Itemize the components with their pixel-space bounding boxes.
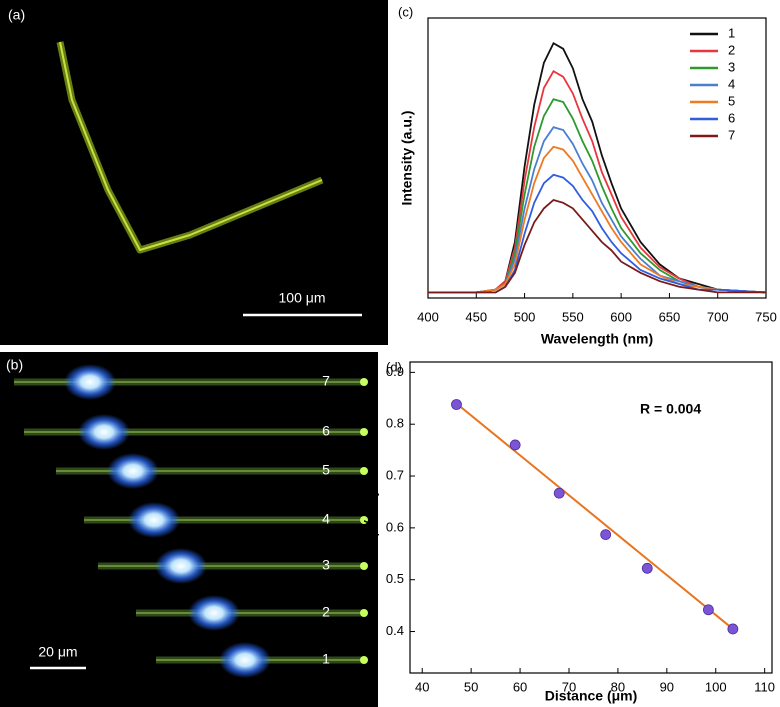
spectrum-line xyxy=(428,145,767,294)
legend-label: 6 xyxy=(728,110,735,125)
x-tick-label: 750 xyxy=(755,309,777,324)
emission-spot xyxy=(107,453,159,489)
fiber-tip xyxy=(360,562,368,570)
y-axis-title-part: tip xyxy=(369,529,380,541)
fiber-tip xyxy=(360,656,368,664)
spectrum-line xyxy=(428,69,767,294)
legend-label: 7 xyxy=(728,127,735,142)
fiber-label: 5 xyxy=(322,462,330,478)
legend-label: 3 xyxy=(728,59,735,74)
scale-bar-label: 100 μm xyxy=(279,290,326,306)
fibers: 7 6 5 4 3 2 1 xyxy=(14,364,368,678)
y-tick-label: 0.8 xyxy=(386,416,404,431)
panel-label: (a) xyxy=(8,7,25,23)
fiber-label: 3 xyxy=(322,557,330,573)
image-a xyxy=(0,0,388,345)
emission-spot xyxy=(128,502,180,538)
legend-label: 2 xyxy=(728,42,735,57)
data-point xyxy=(451,399,462,410)
fiber-tip xyxy=(360,467,368,475)
fiber-core xyxy=(59,41,323,251)
fiber-tip xyxy=(360,428,368,436)
spectrum-line xyxy=(428,126,767,294)
x-tick-label: 400 xyxy=(417,309,439,324)
panel-title: (c) xyxy=(398,4,413,19)
fiber-tip xyxy=(360,609,368,617)
fiber-label: 1 xyxy=(322,651,330,667)
data-point xyxy=(641,562,653,574)
data-point xyxy=(600,529,612,541)
x-tick-label: 80 xyxy=(611,679,625,694)
legend-label: 5 xyxy=(728,93,735,108)
y-axis-title: Itip / Ibody xyxy=(361,489,380,545)
data-point xyxy=(703,604,714,616)
annotation: R = 0.004 xyxy=(640,401,701,417)
fiber-tip xyxy=(360,378,368,386)
plot-frame xyxy=(409,361,773,674)
emission-spot xyxy=(188,595,240,631)
emission-spot xyxy=(155,548,207,584)
legend-label: 1 xyxy=(728,25,735,40)
panel-title: (d) xyxy=(386,359,402,374)
y-tick-label: 0.5 xyxy=(386,571,404,586)
fiber-label: 6 xyxy=(322,423,330,439)
data-point xyxy=(727,623,739,635)
x-tick-label: 110 xyxy=(754,679,775,694)
x-axis-title: Distance (μm) xyxy=(545,688,638,704)
fit-line xyxy=(455,402,734,630)
spectrum-line xyxy=(428,41,767,294)
plot-frame xyxy=(427,17,767,299)
emission-spot xyxy=(219,642,271,678)
x-tick-label: 550 xyxy=(562,309,584,324)
y-tick-label: 0.4 xyxy=(386,623,404,638)
x-tick-label: 700 xyxy=(707,309,729,324)
data-point xyxy=(509,439,521,451)
x-axis-title: Wavelength (nm) xyxy=(541,331,653,347)
fiber-label: 7 xyxy=(322,373,330,389)
emission-spot xyxy=(64,364,116,400)
y-axis-title-part: body xyxy=(369,489,380,513)
x-tick-label: 90 xyxy=(660,679,674,694)
spectrum-line xyxy=(428,198,766,294)
x-tick-label: 500 xyxy=(514,309,536,324)
emission-spot xyxy=(78,414,130,450)
x-tick-label: 600 xyxy=(610,309,632,324)
data-point xyxy=(553,487,565,499)
x-tick-label: 650 xyxy=(659,309,681,324)
y-tick-label: 0.7 xyxy=(386,467,404,482)
fiber-label: 4 xyxy=(322,511,330,527)
y-axis-title: Intensity (a.u.) xyxy=(399,111,415,206)
fiber-label: 2 xyxy=(322,604,330,620)
scale-bar-label: 20 μm xyxy=(38,644,77,660)
y-tick-label: 0.9 xyxy=(386,364,404,379)
x-tick-label: 70 xyxy=(562,679,576,694)
image-b xyxy=(0,352,378,707)
spectrum-line xyxy=(428,98,767,294)
legend-label: 4 xyxy=(728,76,735,91)
x-tick-label: 60 xyxy=(513,679,527,694)
y-axis-title-part: / I xyxy=(361,513,377,530)
x-tick-label: 50 xyxy=(464,679,478,694)
panel-label: (b) xyxy=(6,357,23,373)
x-tick-label: 100 xyxy=(705,679,727,694)
x-tick-label: 450 xyxy=(465,309,487,324)
x-tick-label: 40 xyxy=(415,679,429,694)
y-axis-title-part: I xyxy=(361,540,377,545)
fiber-tip xyxy=(360,516,368,524)
y-tick-label: 0.6 xyxy=(386,519,404,534)
